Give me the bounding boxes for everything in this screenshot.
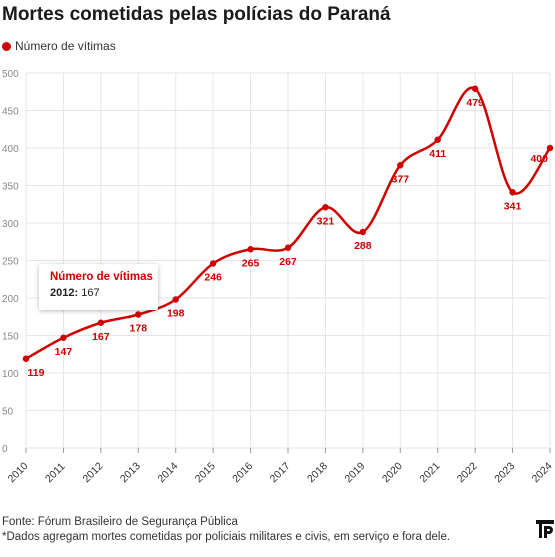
x-tick-label: 2016: [230, 460, 255, 485]
data-label: 246: [204, 272, 222, 284]
data-point: [284, 244, 292, 251]
data-label: 341: [504, 200, 522, 212]
x-tick-label: 2018: [305, 460, 330, 485]
y-tick-label: 350: [2, 182, 19, 193]
x-tick-label: 2020: [380, 460, 405, 485]
data-point: [135, 311, 142, 318]
data-point: [546, 144, 554, 152]
y-tick-label: 0: [2, 444, 8, 455]
y-tick-label: 500: [2, 69, 19, 80]
note-text: *Dados agregam mortes cometidas por poli…: [2, 531, 451, 543]
legend[interactable]: Número de vítimas: [2, 39, 116, 53]
x-tick-label: 2013: [118, 460, 143, 485]
data-point: [397, 162, 404, 169]
x-tick-label: 2024: [530, 460, 555, 485]
tooltip-year: 2012:: [50, 287, 79, 299]
y-tick-label: 150: [2, 332, 19, 343]
x-tick-label: 2012: [80, 460, 105, 485]
x-tick-label: 2019: [342, 460, 367, 485]
x-tick-label: 2010: [6, 460, 31, 485]
data-point: [60, 334, 67, 341]
data-label: 167: [92, 331, 110, 343]
legend-label: Número de vítimas: [15, 39, 116, 53]
data-point: [509, 189, 516, 196]
legend-marker: [2, 41, 11, 51]
data-label: 321: [317, 215, 335, 227]
publisher-logo-icon: [536, 520, 554, 538]
data-label: 119: [28, 367, 45, 379]
tooltip: Número de vítimas 2012: 167: [39, 264, 158, 310]
source-text: Fonte: Fórum Brasileiro de Segurança Púb…: [2, 516, 238, 528]
data-point: [22, 355, 30, 362]
data-label: 198: [167, 308, 185, 320]
chart-title: Mortes cometidas pelas polícias do Paran…: [2, 4, 391, 25]
y-tick-label: 50: [2, 407, 14, 418]
tooltip-title: Número de vítimas: [50, 271, 153, 283]
tooltip-value-line: 2012: 167: [50, 287, 100, 299]
x-tick-label: 2017: [268, 460, 293, 485]
data-label: 400: [530, 153, 548, 165]
data-point: [209, 260, 217, 267]
tooltip-value: 167: [81, 287, 100, 299]
data-point: [97, 319, 105, 326]
data-label: 267: [279, 256, 297, 268]
y-tick-label: 450: [2, 107, 19, 118]
y-tick-label: 250: [2, 257, 19, 268]
y-tick-label: 300: [2, 219, 19, 230]
data-label: 265: [242, 257, 260, 269]
data-point: [434, 136, 441, 143]
x-tick-label: 2022: [455, 460, 480, 485]
data-point: [247, 246, 254, 253]
x-tick-label: 2014: [155, 460, 180, 485]
x-tick-label: 2023: [492, 460, 517, 485]
data-label: 147: [55, 346, 73, 358]
data-point: [471, 85, 479, 92]
x-tick-label: 2021: [417, 460, 442, 485]
data-point: [359, 228, 367, 236]
data-label: 411: [429, 148, 446, 160]
x-tick-label: 2011: [43, 461, 68, 486]
data-label: 377: [392, 173, 410, 185]
y-tick-label: 200: [2, 294, 19, 305]
y-tick-label: 400: [2, 144, 19, 155]
y-tick-label: 100: [2, 369, 19, 380]
data-label: 288: [354, 240, 372, 252]
x-tick-label: 2015: [193, 460, 218, 485]
data-point: [172, 296, 179, 303]
data-label: 178: [130, 323, 148, 335]
data-point: [322, 204, 329, 211]
data-label: 479: [466, 97, 484, 109]
line-chart: 0 50 100 150 200 250 300 350 400 450 500 2010 2011 20…: [2, 69, 555, 486]
